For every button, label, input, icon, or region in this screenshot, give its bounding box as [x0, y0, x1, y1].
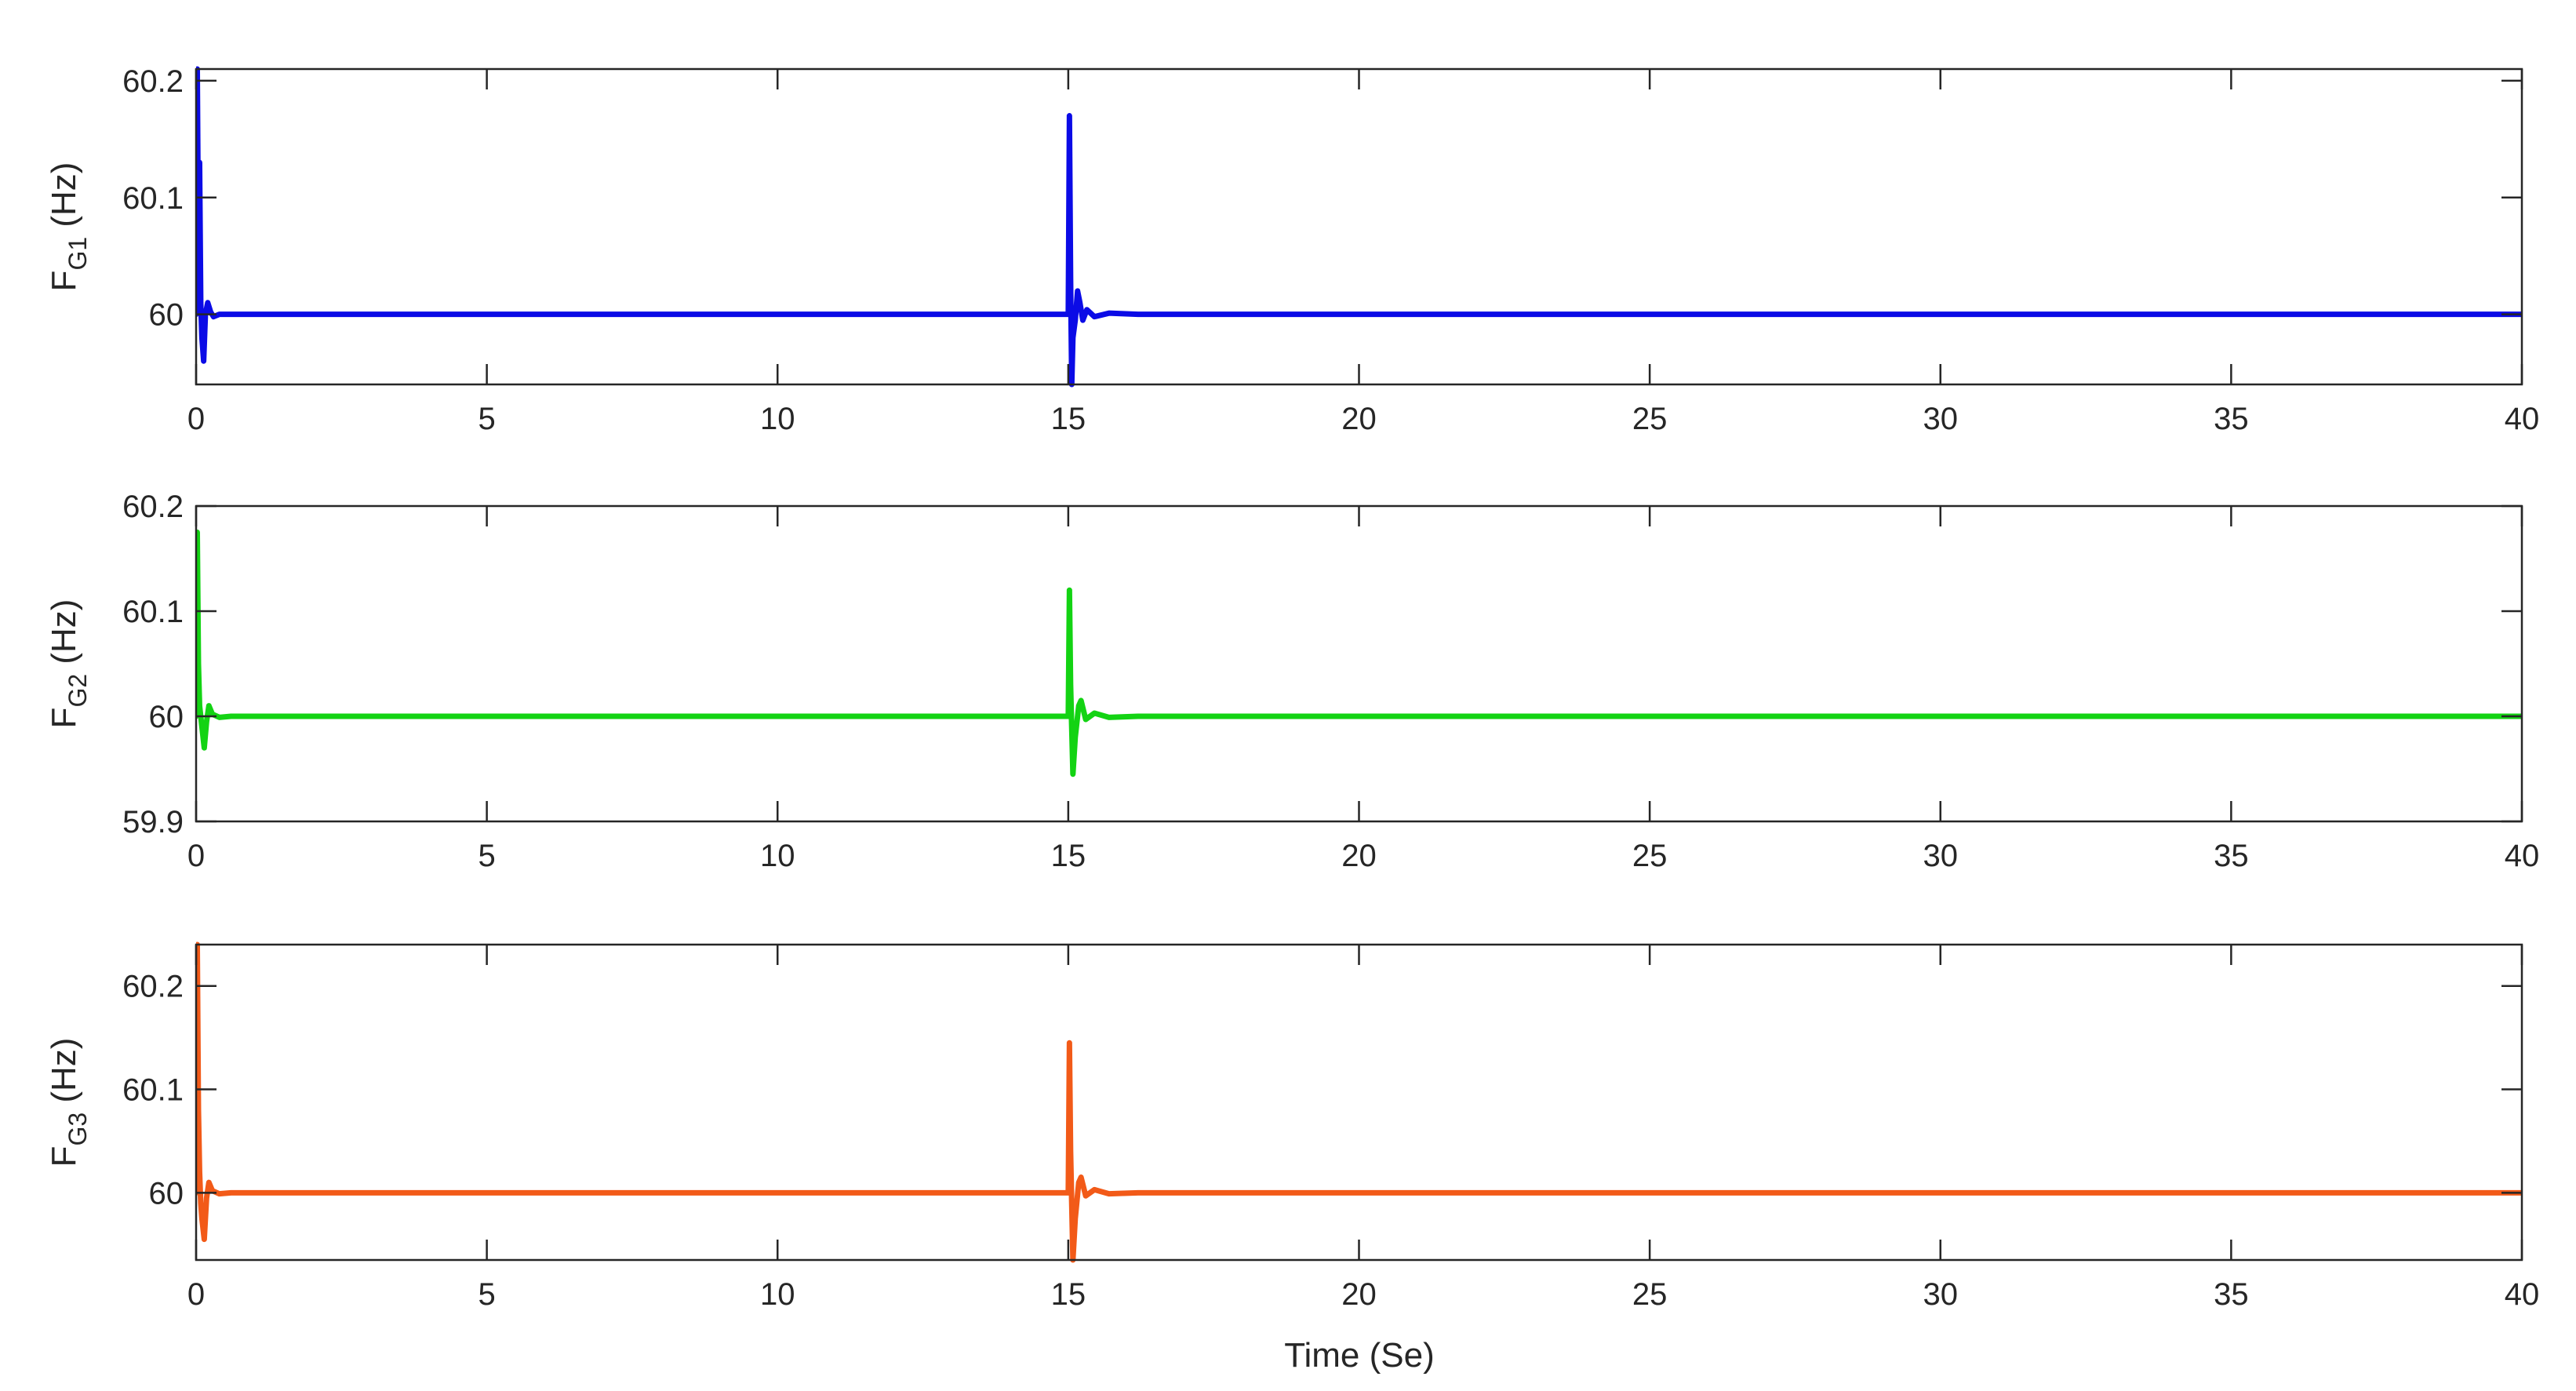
x-tick-label: 5	[478, 1277, 496, 1312]
y-tick-label: 60.2	[122, 970, 184, 1004]
x-tick-label: 0	[187, 1277, 205, 1312]
x-tick-label: 0	[187, 402, 205, 436]
x-tick-label: 30	[1923, 839, 1959, 873]
x-tick-label: 40	[2505, 1277, 2540, 1312]
y-tick-label: 60.1	[122, 1073, 184, 1108]
y-tick-label: 60.2	[122, 64, 184, 99]
y-tick-label: 60	[149, 700, 184, 734]
series-line-3-1	[196, 941, 2522, 1263]
x-tick-label: 0	[187, 839, 205, 873]
x-tick-label: 15	[1051, 839, 1086, 873]
x-tick-label: 30	[1923, 1277, 1959, 1312]
subplot-2: 0 5 10 15 20 25 30 35 40 59.9 60 60.1 60.2 FG2 (Hz)	[45, 490, 2539, 873]
y-tick-label: 59.9	[122, 805, 184, 839]
plot-frame	[195, 504, 2523, 823]
y-tick-label: 60.2	[122, 490, 184, 524]
x-tick-label: 20	[1341, 839, 1377, 873]
plot-frame	[195, 67, 2523, 386]
subplots: 0 5 10 15 20 25 30 35 40 60 60.1 60.2 FG1 (Hz) 0 5 10 15…	[45, 64, 2539, 1312]
x-tick-label: 10	[760, 402, 795, 436]
y-tick-label: 60.1	[122, 595, 184, 629]
y-tick-label: 60	[149, 1176, 184, 1211]
x-tick-label: 25	[1632, 402, 1668, 436]
x-tick-label: 35	[2214, 402, 2249, 436]
subplot-1: 0 5 10 15 20 25 30 35 40 60 60.1 60.2 FG1 (Hz)	[45, 64, 2539, 436]
y-axis-label: FG2 (Hz)	[45, 599, 92, 729]
x-tick-label: 25	[1632, 1277, 1668, 1312]
x-tick-label: 35	[2214, 1277, 2249, 1312]
y-axis-label: FG3 (Hz)	[45, 1038, 92, 1167]
y-tick-label: 60	[149, 298, 184, 333]
series-line-1-1	[196, 66, 2522, 388]
y-axis-label: FG1 (Hz)	[45, 162, 92, 292]
x-tick-label: 15	[1051, 1277, 1086, 1312]
x-tick-label: 40	[2505, 839, 2540, 873]
subplot-3: 0 5 10 15 20 25 30 35 40 60 60.1 60.2 FG3 (Hz)	[45, 941, 2540, 1312]
y-tick-label: 60.1	[122, 181, 184, 216]
x-axis-label: Time (Se)	[1284, 1336, 1435, 1375]
x-tick-label: 10	[760, 839, 795, 873]
x-tick-label: 5	[478, 839, 496, 873]
x-tick-label: 15	[1051, 402, 1086, 436]
x-tick-label: 35	[2214, 839, 2249, 873]
x-tick-label: 20	[1341, 402, 1377, 436]
x-tick-label: 20	[1341, 1277, 1377, 1312]
x-tick-label: 30	[1923, 402, 1959, 436]
series-line-2-1	[196, 530, 2522, 777]
x-tick-label: 25	[1632, 839, 1668, 873]
x-tick-label: 5	[478, 402, 496, 436]
plot-frame	[195, 943, 2523, 1262]
x-tick-label: 40	[2505, 402, 2540, 436]
x-tick-label: 10	[760, 1277, 795, 1312]
